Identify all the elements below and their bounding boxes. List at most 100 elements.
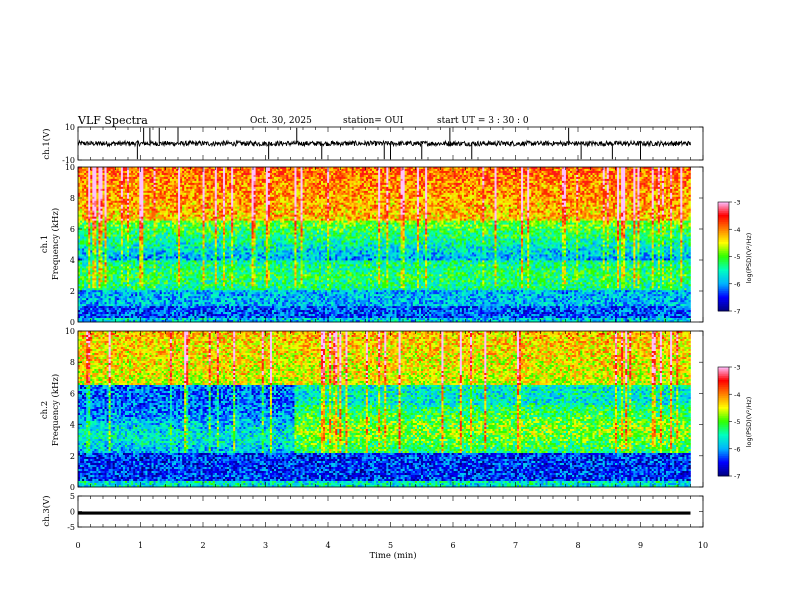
spectrogram-cell: [513, 185, 515, 187]
spectrogram-cell: [378, 175, 380, 177]
spectrogram-cell: [158, 183, 160, 185]
spectrogram-cell: [350, 179, 352, 181]
spectrogram-cell: [192, 171, 194, 173]
spectrogram-cell: [117, 175, 119, 177]
spectrogram-cell: [521, 177, 523, 179]
spectrogram-cell: [325, 179, 327, 181]
spectrogram-cell: [109, 169, 111, 171]
spectrogram-cell: [482, 183, 484, 185]
spectrogram-cell: [225, 183, 227, 185]
spectrogram-cell: [417, 183, 419, 185]
spectrogram-cell: [260, 177, 262, 179]
spectrogram-cell: [184, 171, 186, 173]
spectrogram-cell: [593, 185, 595, 187]
spectrogram-cell: [180, 177, 182, 179]
spectrogram-cell: [333, 169, 337, 171]
spectrogram-cell: [239, 179, 243, 181]
spectrogram-cell: [160, 175, 162, 177]
spectrogram-cell: [560, 181, 562, 183]
spectrogram-cell: [431, 185, 435, 187]
spectrogram-cell: [166, 169, 168, 171]
spectrogram-cell: [237, 177, 239, 179]
spectrogram-cell: [625, 181, 627, 183]
spectrogram-cell: [686, 181, 690, 183]
spectrogram-cell: [143, 169, 145, 171]
spectrogram-cell: [252, 183, 254, 185]
spectrogram-cell: [515, 183, 517, 185]
spectrogram-cell: [147, 173, 149, 175]
spectrogram-cell: [309, 179, 311, 181]
spectrogram-cell: [90, 175, 92, 177]
spectrogram-cell: [335, 183, 339, 185]
spectrogram-cell: [360, 173, 362, 175]
spectrogram-cell: [178, 169, 180, 171]
spectrogram-cell: [394, 187, 396, 189]
spectrogram-cell: [486, 183, 494, 185]
spectrogram-cell: [315, 177, 317, 179]
spectrogram-cell: [207, 187, 209, 189]
spectrogram-cell: [356, 179, 358, 181]
spectrogram-cell: [103, 185, 105, 187]
spectrogram-cell: [301, 171, 303, 173]
spectrogram-cell: [680, 175, 682, 177]
spectrogram-cell: [652, 173, 654, 175]
spectrogram-cell: [537, 177, 539, 179]
spectrogram-cell: [245, 177, 247, 179]
spectrogram-cell: [227, 171, 229, 173]
spectrogram-cell: [319, 175, 321, 177]
spectrogram-cell: [109, 181, 111, 183]
spectrogram-cell: [427, 181, 431, 183]
spectrogram-cell: [188, 173, 190, 175]
spectrogram-cell: [631, 177, 633, 179]
spectrogram-cell: [303, 187, 307, 189]
spectrogram-cell: [599, 179, 601, 181]
spectrogram-cell: [213, 183, 215, 185]
spectrogram-cell: [552, 179, 556, 181]
spectrogram-cell: [227, 183, 229, 185]
spectrogram-cell: [198, 179, 200, 181]
spectrogram-cell: [546, 181, 548, 183]
spectrogram-cell: [356, 175, 360, 177]
spectrogram-cell: [119, 171, 121, 173]
spectrogram-cell: [84, 173, 86, 175]
spectrogram-cell: [215, 171, 217, 173]
spectrogram-cell: [539, 181, 541, 183]
spectrogram-cell: [646, 179, 648, 181]
spectrogram-cell: [131, 185, 133, 187]
spectrogram-cell: [127, 185, 129, 187]
spectrogram-cell: [562, 187, 564, 189]
spectrogram-cell: [537, 181, 539, 183]
spectrogram-cell: [88, 183, 90, 185]
spectrogram-cell: [497, 183, 499, 185]
spectrogram-cell: [546, 177, 548, 179]
spectrogram-cell: [523, 169, 525, 171]
spectrogram-cell: [517, 179, 519, 181]
spectrogram-cell: [425, 179, 427, 181]
spectrogram-cell: [103, 179, 105, 181]
spectrogram-cell: [580, 185, 582, 187]
spectrogram-cell: [362, 171, 364, 173]
spectrogram-cell: [472, 171, 474, 173]
spectrogram-cell: [517, 177, 519, 179]
spectrogram-cell: [392, 181, 394, 183]
spectrogram-cell: [650, 169, 652, 171]
spectrogram-cell: [337, 187, 341, 189]
spectrogram-cell: [639, 177, 643, 179]
spectrogram-cell: [401, 173, 405, 175]
spectrogram-cell: [486, 175, 488, 177]
spectrogram-cell: [529, 179, 531, 181]
spectrogram-cell: [184, 177, 186, 179]
spectrogram-cell: [682, 181, 684, 183]
spectrogram-cell: [107, 175, 111, 177]
spectrogram-cell: [427, 175, 429, 177]
spectrogram-cell: [595, 175, 597, 177]
spectrogram-cell: [427, 173, 429, 175]
spectrogram-cell: [274, 181, 276, 183]
spectrogram-cell: [644, 179, 646, 181]
spectrogram-cell: [252, 187, 254, 189]
spectrogram-cell: [607, 183, 609, 185]
spectrogram-cell: [564, 183, 566, 185]
spectrogram-cell: [174, 183, 178, 185]
spectrogram-cell: [660, 169, 662, 171]
spectrogram-cell: [658, 173, 660, 175]
